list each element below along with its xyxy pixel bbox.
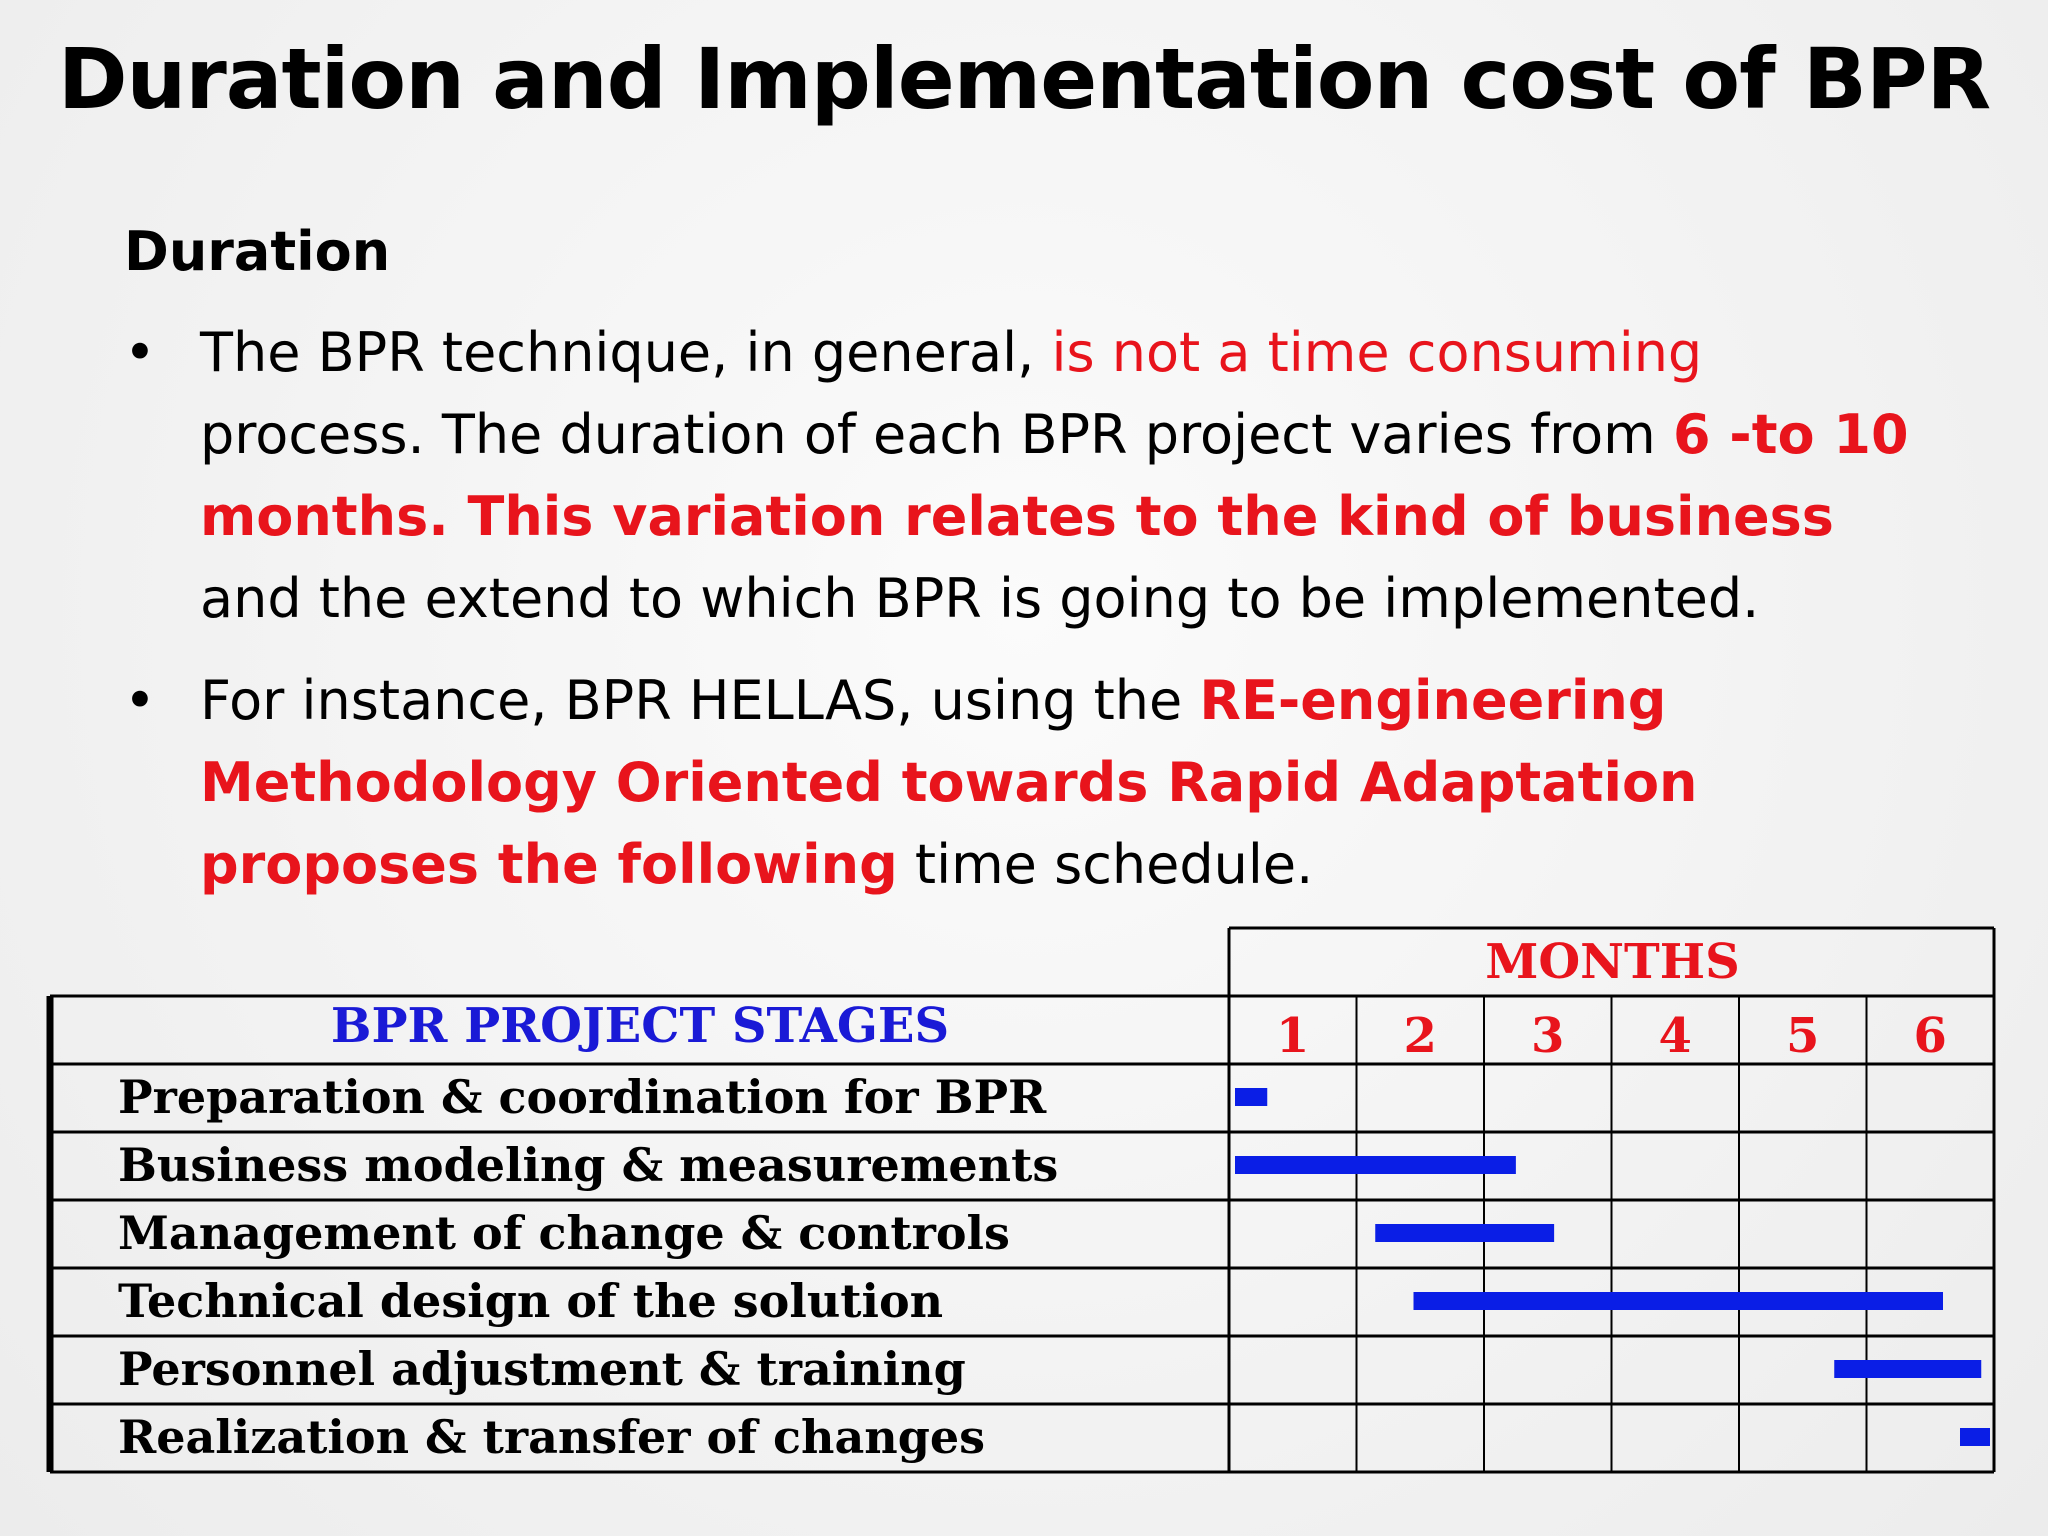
stage-label: Business modeling & measurements xyxy=(118,1138,1059,1192)
bullet-1-text-c: and the extend to which BPR is going to … xyxy=(200,567,1760,630)
stage-label: Management of change & controls xyxy=(118,1206,1010,1260)
section-heading: Duration xyxy=(124,220,391,283)
gantt-grid xyxy=(46,926,1996,1474)
stage-label: Technical design of the solution xyxy=(118,1274,944,1328)
stage-label: Preparation & coordination for BPR xyxy=(118,1070,1047,1124)
month-number: 5 xyxy=(1786,1008,1820,1064)
gantt-bar xyxy=(1375,1224,1555,1242)
gantt-bar xyxy=(1413,1292,1943,1310)
bullet-example: • For instance, BPR HELLAS, using the RE… xyxy=(124,660,1940,906)
month-number: 6 xyxy=(1913,1008,1947,1064)
bullet-1-text-a: The BPR technique, in general, xyxy=(200,321,1052,384)
month-number: 2 xyxy=(1403,1008,1437,1064)
month-number: 1 xyxy=(1276,1008,1310,1064)
gantt-bar xyxy=(1235,1088,1268,1106)
gantt-bar xyxy=(1235,1156,1516,1174)
months-header: MONTHS xyxy=(1485,934,1740,990)
bullet-duration: • The BPR technique, in general, is not … xyxy=(124,312,1940,640)
slide-title: Duration and Implementation cost of BPR xyxy=(57,30,1991,128)
bullet-2-text-a: For instance, BPR HELLAS, using the xyxy=(200,669,1200,732)
stages-header: BPR PROJECT STAGES xyxy=(330,998,950,1054)
stage-label: Personnel adjustment & training xyxy=(118,1342,966,1396)
month-number: 4 xyxy=(1658,1008,1692,1064)
bullet-2-emphasis: RE-engineering Methodology Oriented towa… xyxy=(200,669,1698,896)
gantt-bar xyxy=(1834,1360,1982,1378)
bullet-1-text-b: process. The duration of each BPR projec… xyxy=(200,403,1673,466)
gantt-schedule: MONTHS BPR PROJECT STAGES 1 2 3 4 5 6 Prepara… xyxy=(44,922,1996,1478)
gantt-bar xyxy=(1960,1428,1990,1446)
bullet-2-text-b: time schedule. xyxy=(897,833,1314,896)
month-number: 3 xyxy=(1531,1008,1565,1064)
bullet-1-highlight: is not a time consuming xyxy=(1051,321,1703,384)
bullet-dot: • xyxy=(124,321,156,384)
bullet-dot: • xyxy=(124,669,156,732)
bullet-1-emphasis: 6 -to 10 months. This variation relates … xyxy=(200,403,1909,548)
stage-label: Realization & transfer of changes xyxy=(118,1410,986,1464)
